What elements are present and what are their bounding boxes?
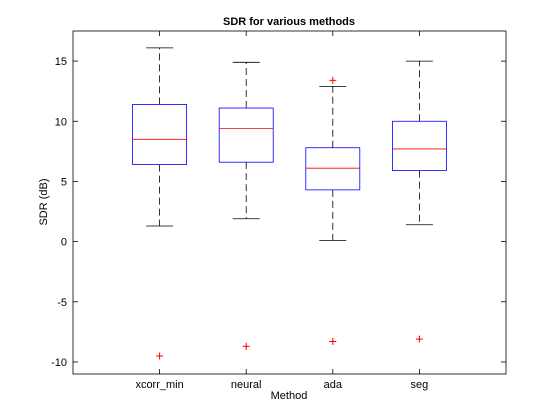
box-neural <box>218 61 274 350</box>
y-axis: -10 -5 0 5 10 15 <box>51 56 506 369</box>
x-axis: xcorr_min neural ada seg <box>135 31 428 391</box>
outlier-marker <box>156 352 164 360</box>
iqr-box <box>132 104 188 165</box>
x-tick-label: ada <box>324 379 343 391</box>
y-tick-label: 0 <box>61 237 67 249</box>
y-tick-label: -10 <box>51 357 67 369</box>
iqr-box <box>218 107 274 163</box>
outlier-marker <box>329 338 337 346</box>
outlier-marker <box>242 342 250 350</box>
x-tick-label: neural <box>231 379 262 391</box>
boxes-group <box>132 47 447 360</box>
box-ada <box>305 76 361 346</box>
iqr-box <box>391 120 447 172</box>
plot-area <box>72 30 507 375</box>
chart-title: SDR for various methods <box>223 16 355 28</box>
y-axis-label: SDR (dB) <box>38 178 50 225</box>
y-tick-label: 10 <box>55 116 67 128</box>
outlier-marker <box>329 76 337 84</box>
iqr-box <box>305 147 361 191</box>
outlier-marker <box>415 335 423 343</box>
y-tick-label: 5 <box>61 176 67 188</box>
y-tick-label: -5 <box>57 297 67 309</box>
x-axis-label: Method <box>271 390 308 402</box>
x-tick-label: seg <box>411 379 429 391</box>
box-xcorr_min <box>132 47 188 360</box>
y-tick-label: 15 <box>55 56 67 68</box>
box-seg <box>391 60 447 343</box>
x-tick-label: xcorr_min <box>135 379 183 391</box>
